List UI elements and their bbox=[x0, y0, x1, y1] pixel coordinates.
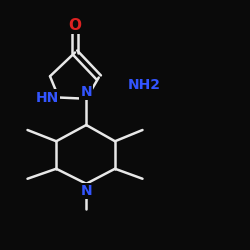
Text: NH2: NH2 bbox=[128, 78, 160, 92]
Text: HN: HN bbox=[36, 90, 59, 104]
Text: N: N bbox=[80, 85, 92, 99]
Text: O: O bbox=[68, 18, 82, 32]
Text: N: N bbox=[80, 184, 92, 198]
